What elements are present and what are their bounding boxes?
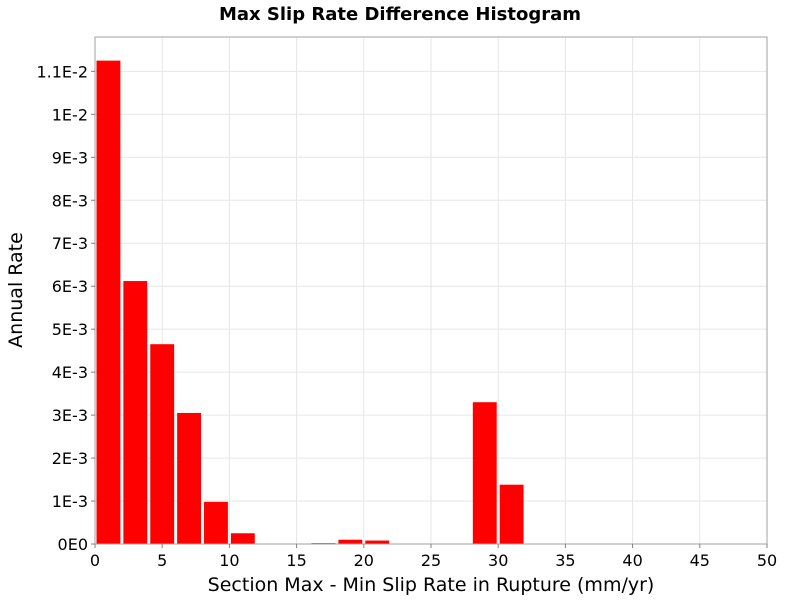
x-tick-label: 20	[354, 551, 374, 570]
y-tick-label: 1E-3	[52, 492, 88, 511]
histogram-bar	[230, 533, 255, 544]
histogram-bar	[123, 281, 148, 544]
histogram-bar	[177, 412, 202, 544]
histogram-bar	[204, 501, 228, 544]
x-tick-label: 5	[157, 551, 167, 570]
y-tick-label: 1.1E-2	[36, 62, 88, 81]
x-tick-label: 10	[219, 551, 239, 570]
x-tick-label: 50	[757, 551, 777, 570]
x-tick-label: 40	[622, 551, 642, 570]
y-tick-label: 7E-3	[52, 234, 88, 253]
y-axis-title: Annual Rate	[5, 232, 27, 348]
y-tick-label: 4E-3	[52, 363, 88, 382]
x-axis-ticks: 0 5 10 15 20 25 30 35 40 45 50	[90, 544, 777, 570]
y-tick-label: 0E0	[58, 535, 88, 554]
y-tick-label: 9E-3	[52, 148, 88, 167]
bar-series	[96, 60, 524, 545]
histogram-bar	[96, 60, 121, 545]
x-tick-label: 45	[690, 551, 710, 570]
x-axis-title: Section Max - Min Slip Rate in Rupture (…	[208, 574, 655, 596]
y-tick-label: 6E-3	[52, 277, 88, 296]
y-tick-label: 8E-3	[52, 191, 88, 210]
chart-title: Max Slip Rate Difference Histogram	[219, 4, 581, 25]
x-tick-label: 25	[421, 551, 441, 570]
histogram-bar	[499, 484, 524, 544]
y-tick-label: 1E-2	[52, 105, 88, 124]
y-tick-label: 3E-3	[52, 406, 88, 425]
histogram-bar	[338, 539, 363, 544]
y-tick-label: 5E-3	[52, 320, 88, 339]
x-tick-label: 0	[90, 551, 100, 570]
y-axis-ticks: 0E0 1E-3 2E-3 3E-3 4E-3 5E-3 6E-3 7E-3 8E-3 9E-3 1…	[36, 62, 95, 554]
x-tick-label: 35	[555, 551, 575, 570]
x-tick-label: 15	[286, 551, 306, 570]
histogram-bar	[472, 402, 497, 544]
histogram-bar	[365, 540, 390, 544]
x-tick-label: 30	[488, 551, 508, 570]
y-tick-label: 2E-3	[52, 449, 88, 468]
histogram-bar	[150, 344, 175, 544]
